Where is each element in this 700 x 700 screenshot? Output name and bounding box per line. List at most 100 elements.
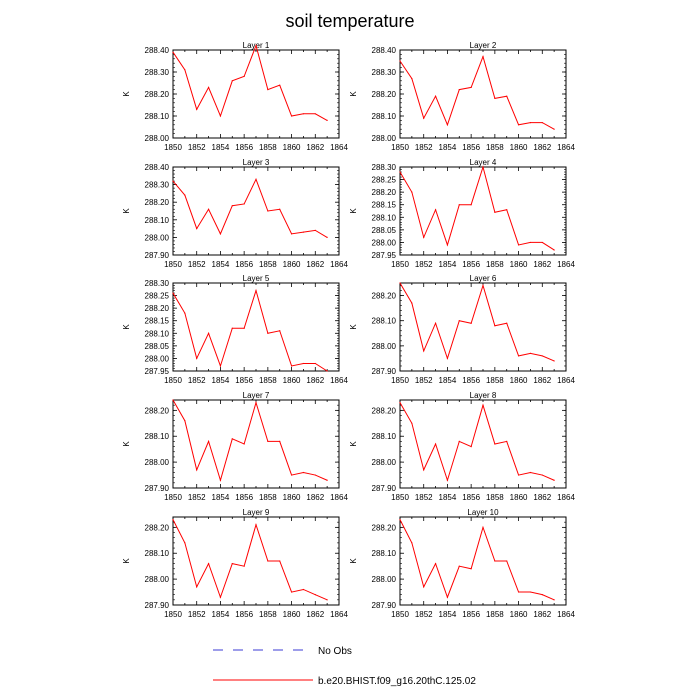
y-tick-label: 288.15 (372, 201, 397, 210)
x-tick-label: 1860 (283, 376, 301, 385)
data-point (399, 60, 401, 62)
x-tick-label: 1856 (235, 260, 253, 269)
series-line-model (399, 55, 555, 130)
y-tick-label: 288.20 (145, 406, 170, 415)
data-point (219, 479, 222, 481)
x-tick-label: 1858 (486, 376, 504, 385)
x-tick-label: 1862 (533, 610, 551, 619)
legend-model-label: b.e20.BHIST.f09_g16.20thC.125.02 (318, 676, 476, 687)
series-line-model (172, 519, 328, 601)
y-tick-label: 288.20 (145, 523, 170, 532)
data-point (446, 124, 449, 126)
x-tick-label: 1852 (188, 493, 206, 502)
x-tick-label: 1852 (188, 376, 206, 385)
data-point (290, 365, 293, 367)
data-point (279, 560, 281, 562)
x-tick-label: 1854 (212, 493, 230, 502)
x-tick-label: 1864 (330, 143, 348, 152)
y-tick-label: 288.00 (372, 342, 397, 351)
panel-title: Layer 3 (243, 158, 270, 167)
data-point (243, 203, 245, 205)
x-tick-label: 1860 (510, 610, 528, 619)
y-tick-label: 288.10 (145, 112, 170, 121)
x-tick-label: 1858 (259, 143, 277, 152)
y-axis-label: K (349, 441, 358, 447)
plot-frame (399, 49, 567, 139)
y-tick-label: 288.30 (145, 68, 170, 77)
data-point (529, 591, 532, 593)
data-point (231, 205, 233, 207)
data-point (231, 327, 233, 329)
y-tick-label: 288.20 (145, 198, 170, 207)
series-line-model (172, 43, 328, 121)
data-point (314, 594, 316, 596)
data-point (207, 332, 210, 334)
data-point (506, 322, 508, 324)
series-line-model (399, 282, 555, 362)
y-tick-label: 287.90 (372, 484, 397, 493)
data-point (458, 89, 460, 91)
data-point (243, 75, 245, 77)
data-point (279, 208, 281, 210)
x-tick-label: 1858 (486, 143, 504, 152)
data-point (172, 180, 174, 182)
series-line-model (399, 519, 555, 601)
data-point (219, 233, 222, 235)
series-line-model (172, 399, 328, 483)
y-axis-label: K (349, 558, 358, 564)
data-point (446, 244, 449, 246)
data-point (267, 440, 269, 443)
data-point (231, 80, 233, 82)
data-point (255, 178, 257, 180)
data-point (482, 284, 484, 287)
x-tick-label: 1864 (330, 493, 348, 502)
x-tick-label: 1850 (164, 493, 182, 502)
y-tick-label: 288.10 (145, 216, 170, 225)
data-point (423, 236, 425, 238)
panel-title: Layer 4 (470, 158, 497, 167)
panel-layer-3: Layer 3 K 1850 1852 1854 1856 1858 1860 1862 1864… (122, 158, 348, 269)
x-tick-label: 1858 (259, 493, 277, 502)
y-tick-label: 288.20 (145, 304, 170, 313)
x-tick-label: 1864 (330, 376, 348, 385)
y-tick-label: 288.10 (372, 549, 397, 558)
data-point (470, 322, 472, 324)
y-axis-label: K (122, 91, 131, 97)
data-point (196, 586, 198, 588)
panel-title: Layer 6 (470, 274, 497, 283)
data-point (326, 370, 328, 372)
x-tick-label: 1858 (486, 493, 504, 502)
y-tick-label: 288.30 (145, 181, 170, 190)
x-tick-label: 1864 (557, 376, 575, 385)
y-tick-label: 288.20 (372, 188, 397, 197)
data-point (423, 350, 425, 352)
panel-title: Layer 5 (243, 274, 270, 283)
series-line-model (399, 402, 555, 482)
y-tick-label: 288.10 (372, 432, 397, 441)
y-tick-label: 288.20 (372, 523, 397, 532)
data-point (506, 209, 508, 211)
x-tick-label: 1860 (510, 376, 528, 385)
x-tick-label: 1860 (283, 610, 301, 619)
data-point (529, 241, 532, 244)
x-tick-label: 1858 (259, 376, 277, 385)
x-tick-label: 1864 (557, 493, 575, 502)
y-tick-label: 288.25 (372, 176, 397, 185)
x-tick-label: 1852 (415, 610, 433, 619)
y-tick-label: 288.00 (372, 575, 397, 584)
x-tick-label: 1858 (486, 260, 504, 269)
x-tick-label: 1854 (212, 260, 230, 269)
series-line-model (399, 165, 555, 251)
x-tick-label: 1850 (164, 610, 182, 619)
y-tick-label: 287.90 (372, 601, 397, 610)
data-point (494, 560, 496, 562)
data-point (541, 594, 543, 596)
data-point (470, 445, 472, 448)
data-point (243, 327, 245, 329)
x-tick-label: 1852 (188, 610, 206, 619)
data-point (423, 117, 425, 119)
data-point (446, 357, 449, 360)
data-point (517, 244, 520, 246)
data-point (231, 438, 233, 440)
x-tick-label: 1850 (391, 610, 409, 619)
